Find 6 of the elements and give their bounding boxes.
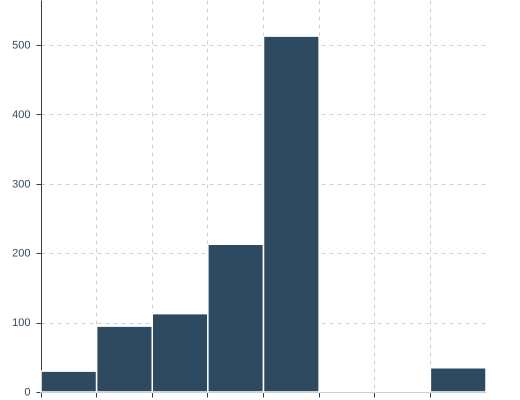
y-tick-label: 100 xyxy=(12,317,30,330)
y-tick-label: 0 xyxy=(24,386,30,398)
y-tick-label: 200 xyxy=(12,248,30,260)
y-tick-label: 300 xyxy=(12,178,30,190)
y-tick-label: 500 xyxy=(12,40,30,52)
y-tick-label: 400 xyxy=(12,108,30,121)
